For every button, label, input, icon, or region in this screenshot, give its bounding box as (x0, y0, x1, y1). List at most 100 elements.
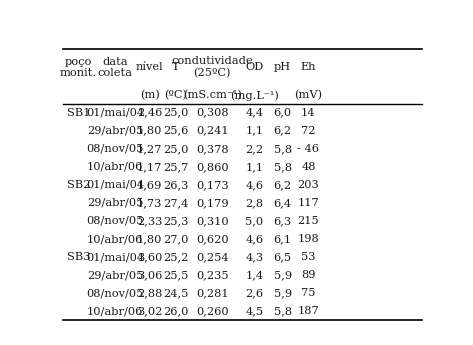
Text: (mS.cm⁻¹): (mS.cm⁻¹) (183, 90, 242, 101)
Text: nível: nível (136, 62, 164, 72)
Text: (mg.L⁻¹): (mg.L⁻¹) (230, 90, 279, 101)
Text: 2,2: 2,2 (245, 144, 263, 154)
Text: 25,0: 25,0 (163, 108, 188, 118)
Text: 0,173: 0,173 (196, 180, 228, 190)
Text: 01/mai/04: 01/mai/04 (86, 180, 144, 190)
Text: 117: 117 (298, 198, 319, 208)
Text: 53: 53 (301, 252, 315, 262)
Text: SB2: SB2 (67, 180, 90, 190)
Text: 89: 89 (301, 270, 315, 280)
Text: 27,0: 27,0 (163, 234, 188, 244)
Text: 5,8: 5,8 (274, 162, 292, 172)
Text: 1,4: 1,4 (245, 270, 263, 280)
Text: SB3: SB3 (67, 252, 90, 262)
Text: 5,0: 5,0 (245, 216, 263, 226)
Text: 6,4: 6,4 (274, 198, 292, 208)
Text: 5,9: 5,9 (274, 288, 292, 298)
Text: 2,46: 2,46 (137, 108, 163, 118)
Text: 25,2: 25,2 (163, 252, 188, 262)
Text: 08/nov/05: 08/nov/05 (87, 288, 144, 298)
Text: poço
monit.: poço monit. (60, 57, 97, 78)
Text: 0,281: 0,281 (196, 288, 228, 298)
Text: 10/abr/06: 10/abr/06 (87, 306, 143, 316)
Text: 6,1: 6,1 (274, 234, 292, 244)
Text: 72: 72 (301, 126, 315, 136)
Text: 1,80: 1,80 (137, 126, 163, 136)
Text: 29/abr/05: 29/abr/05 (87, 198, 143, 208)
Text: 3,06: 3,06 (137, 270, 163, 280)
Text: 0,241: 0,241 (196, 126, 228, 136)
Text: 4,3: 4,3 (245, 252, 263, 262)
Text: 3,02: 3,02 (137, 306, 163, 316)
Text: 4,5: 4,5 (245, 306, 263, 316)
Text: (m): (m) (140, 90, 160, 101)
Text: 0,179: 0,179 (196, 198, 228, 208)
Text: 1,27: 1,27 (137, 144, 163, 154)
Text: pH: pH (274, 62, 291, 72)
Text: T: T (172, 62, 179, 72)
Text: 01/mai/04: 01/mai/04 (86, 108, 144, 118)
Text: OD: OD (245, 62, 263, 72)
Text: 26,0: 26,0 (163, 306, 188, 316)
Text: 0,235: 0,235 (196, 270, 228, 280)
Text: 10/abr/06: 10/abr/06 (87, 234, 143, 244)
Text: 08/nov/05: 08/nov/05 (87, 216, 144, 226)
Text: 48: 48 (301, 162, 315, 172)
Text: 2,88: 2,88 (137, 288, 163, 298)
Text: 25,7: 25,7 (163, 162, 188, 172)
Text: 215: 215 (298, 216, 319, 226)
Text: 6,3: 6,3 (274, 216, 292, 226)
Text: 2,6: 2,6 (245, 288, 263, 298)
Text: 2,33: 2,33 (137, 216, 163, 226)
Text: 27,4: 27,4 (163, 198, 188, 208)
Text: 187: 187 (298, 306, 319, 316)
Text: 25,6: 25,6 (163, 126, 188, 136)
Text: 14: 14 (301, 108, 315, 118)
Text: 1,1: 1,1 (245, 126, 263, 136)
Text: 08/nov/05: 08/nov/05 (87, 144, 144, 154)
Text: 3,60: 3,60 (137, 252, 163, 262)
Text: 198: 198 (298, 234, 319, 244)
Text: 25,3: 25,3 (163, 216, 188, 226)
Text: 1,1: 1,1 (245, 162, 263, 172)
Text: 25,0: 25,0 (163, 144, 188, 154)
Text: 25,5: 25,5 (163, 270, 188, 280)
Text: 203: 203 (298, 180, 319, 190)
Text: data
coleta: data coleta (97, 57, 132, 78)
Text: (mV): (mV) (294, 90, 323, 101)
Text: 6,2: 6,2 (274, 126, 292, 136)
Text: 4,6: 4,6 (245, 234, 263, 244)
Text: 0,310: 0,310 (196, 216, 228, 226)
Text: 4,6: 4,6 (245, 180, 263, 190)
Text: 5,8: 5,8 (274, 144, 292, 154)
Text: 6,0: 6,0 (274, 108, 292, 118)
Text: 2,8: 2,8 (245, 198, 263, 208)
Text: 1,73: 1,73 (137, 198, 163, 208)
Text: 0,620: 0,620 (196, 234, 228, 244)
Text: - 46: - 46 (298, 144, 319, 154)
Text: condutividade
(25ºC): condutividade (25ºC) (171, 57, 253, 78)
Text: 26,3: 26,3 (163, 180, 188, 190)
Text: (ºC): (ºC) (164, 90, 187, 101)
Text: 0,378: 0,378 (196, 144, 228, 154)
Text: 75: 75 (301, 288, 315, 298)
Text: 6,2: 6,2 (274, 180, 292, 190)
Text: 5,9: 5,9 (274, 270, 292, 280)
Text: 0,254: 0,254 (196, 252, 228, 262)
Text: 6,5: 6,5 (274, 252, 292, 262)
Text: 1,69: 1,69 (137, 180, 163, 190)
Text: 5,8: 5,8 (274, 306, 292, 316)
Text: 29/abr/05: 29/abr/05 (87, 270, 143, 280)
Text: 4,4: 4,4 (245, 108, 263, 118)
Text: 1,17: 1,17 (137, 162, 163, 172)
Text: 1,80: 1,80 (137, 234, 163, 244)
Text: Eh: Eh (301, 62, 316, 72)
Text: 0,860: 0,860 (196, 162, 228, 172)
Text: 29/abr/05: 29/abr/05 (87, 126, 143, 136)
Text: 0,308: 0,308 (196, 108, 228, 118)
Text: 0,260: 0,260 (196, 306, 228, 316)
Text: 10/abr/06: 10/abr/06 (87, 162, 143, 172)
Text: 01/mai/04: 01/mai/04 (86, 252, 144, 262)
Text: SB1: SB1 (67, 108, 90, 118)
Text: 24,5: 24,5 (163, 288, 188, 298)
